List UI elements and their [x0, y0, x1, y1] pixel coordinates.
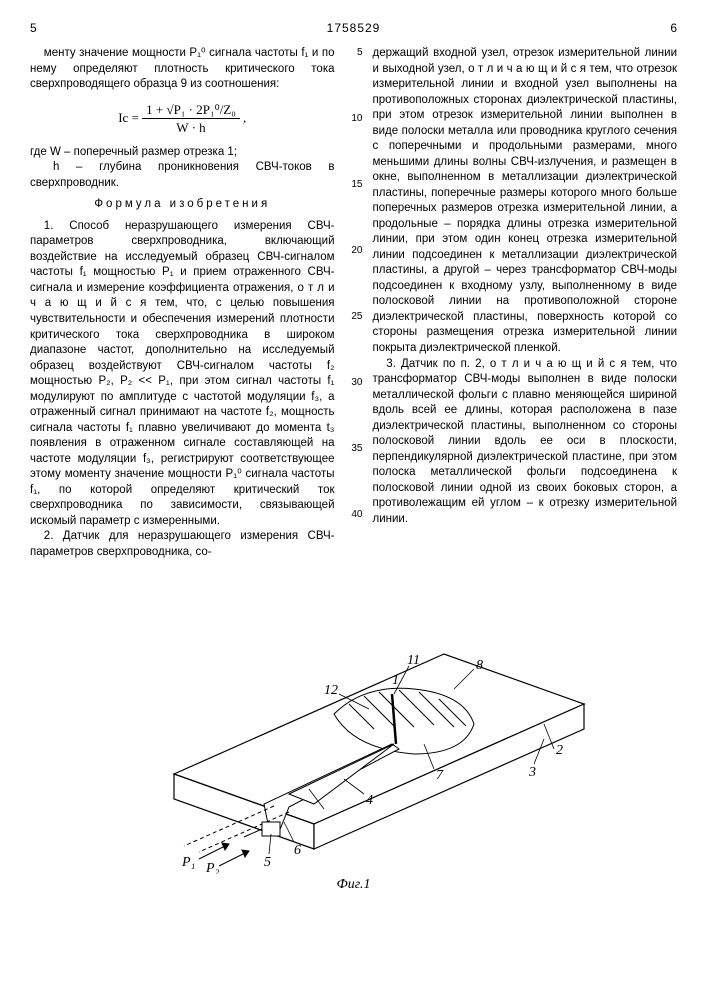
figure-1: 11 8 1 2 3 4 6 5 12 7 P₁ P₂ Фиг.1 [30, 594, 677, 895]
claim-1: 1. Способ неразрушающего измерения СВЧ-п… [30, 219, 335, 529]
patent-number: 1758529 [70, 20, 637, 36]
formula-numerator: 1 + √P₁ · 2P₁⁰/Z₀ [142, 101, 240, 120]
figure-svg: 11 8 1 2 3 4 6 5 12 7 P₁ P₂ [114, 594, 594, 874]
right-column: держащий входной узел, отрезок измерител… [373, 46, 678, 574]
page-header: 5 1758529 6 [30, 20, 677, 36]
claim-2-cont: держащий входной узел, отрезок измерител… [373, 46, 678, 356]
figure-caption: Фиг.1 [30, 876, 677, 895]
formula-denominator: W · h [142, 119, 240, 137]
fig-label-p1: P₁ [181, 855, 195, 870]
paragraph: менту значение мощности P₁⁰ сигнала част… [30, 46, 335, 93]
line-number: 35 [345, 442, 363, 508]
formula-left: Iс = [118, 110, 142, 125]
page-number-left: 5 [30, 20, 70, 36]
fig-label-1: 1 [392, 673, 399, 688]
line-number: 5 [345, 46, 363, 112]
left-column: менту значение мощности P₁⁰ сигнала част… [30, 46, 335, 574]
formula: Iс = 1 + √P₁ · 2P₁⁰/Z₀ W · h , [30, 101, 335, 137]
fig-label-5: 5 [264, 855, 271, 870]
paragraph: где W – поперечный размер отрезка 1; [30, 145, 335, 161]
fig-label-8: 8 [476, 658, 483, 673]
line-number: 40 [345, 508, 363, 574]
line-number: 15 [345, 178, 363, 244]
fig-label-11: 11 [407, 653, 420, 668]
text-columns: менту значение мощности P₁⁰ сигнала част… [30, 46, 677, 574]
paragraph: h – глубина проникновения СВЧ-токов в св… [30, 160, 335, 191]
claims-title: Формула изобретения [30, 197, 335, 213]
line-number: 20 [345, 244, 363, 310]
page-number-right: 6 [637, 20, 677, 36]
fig-label-12: 12 [324, 683, 338, 698]
fig-label-6: 6 [294, 843, 301, 858]
fig-label-4: 4 [366, 793, 373, 808]
formula-right: , [243, 110, 246, 125]
fig-label-7: 7 [436, 768, 444, 783]
line-number: 10 [345, 112, 363, 178]
fig-label-p2: P₂ [205, 861, 220, 874]
fig-label-3: 3 [528, 765, 536, 780]
line-number: 30 [345, 376, 363, 442]
line-number: 25 [345, 310, 363, 376]
line-number-gutter: 5 10 15 20 25 30 35 40 [345, 46, 363, 574]
fig-label-2: 2 [556, 743, 563, 758]
claim-3: 3. Датчик по п. 2, о т л и ч а ю щ и й с… [373, 357, 678, 528]
claim-2-start: 2. Датчик для неразрушающего измерения С… [30, 529, 335, 560]
